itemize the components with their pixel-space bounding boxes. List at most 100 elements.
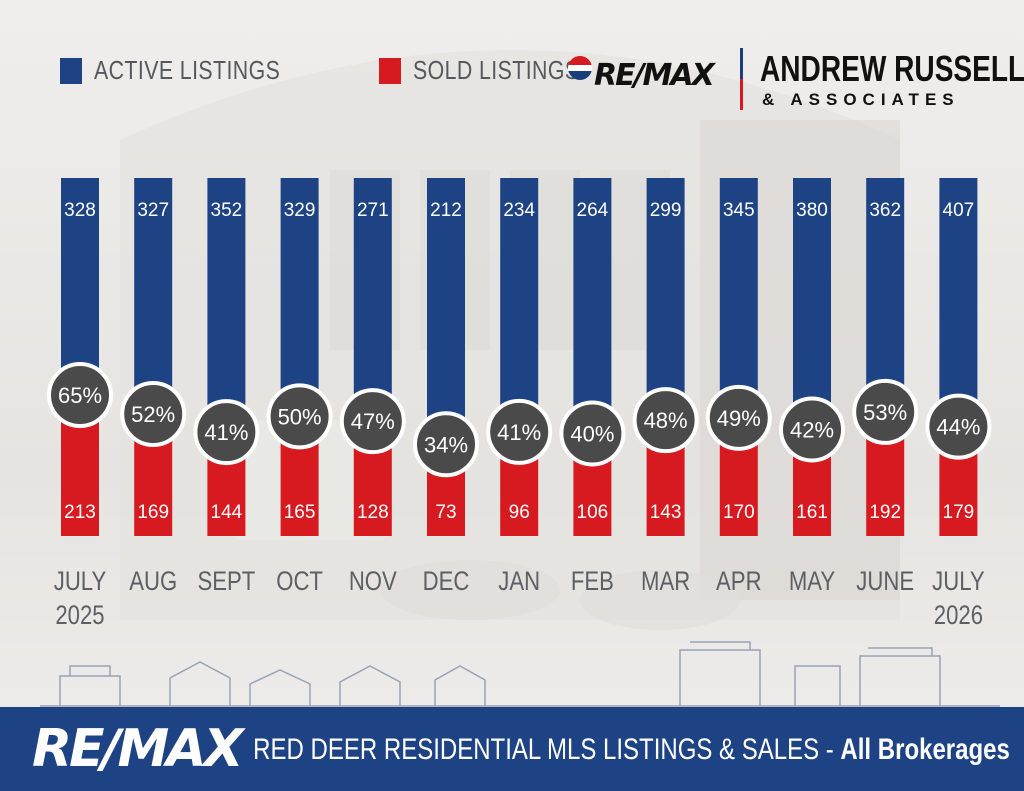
legend-swatch-active [60,57,82,84]
active-value-label: 407 [943,200,975,221]
legend-label-sold: SOLD LISTINGS [413,55,580,85]
legend-swatch-sold [379,57,402,84]
ratio-label: 65% [58,383,102,408]
sold-value-label: 128 [357,502,389,523]
active-value-label: 264 [577,200,609,221]
listings-chart: 328 213 65% JULY 2025 327 169 52% AUG 352 144 41% SE… [47,178,992,631]
ratio-circle [852,378,919,445]
ratio-circle [486,398,553,465]
ratio-label: 41% [204,420,248,445]
ratio-circle [705,384,772,451]
month-label: JUNE [856,567,914,597]
bar-active [61,178,99,396]
bar-active [646,178,685,421]
active-value-label: 362 [869,200,901,221]
sold-value-label: 144 [211,502,243,523]
sold-value-label: 96 [509,502,530,523]
ratio-circle [925,393,992,460]
month-label: 2026 [934,601,983,631]
ratio-label: 49% [717,406,761,431]
ratio-circle [413,411,479,478]
bar-active [280,178,319,417]
sold-value-label: 161 [796,502,828,523]
active-value-label: 352 [211,200,243,221]
town-skyline-illustration [40,641,1000,707]
ratio-circle [632,387,699,454]
bar-active [500,178,539,432]
sold-value-label: 73 [435,502,456,523]
active-value-label: 327 [137,200,169,221]
active-value-label: 329 [284,200,316,221]
footer-title-main: RED DEER RESIDENTIAL MLS LISTINGS & SALE… [253,733,841,766]
bar-active [134,178,173,415]
legend: ACTIVE LISTINGS SOLD LISTINGS [60,55,616,86]
month-label: APR [716,567,761,597]
month-label: JULY [932,567,984,597]
ratio-label: 53% [863,400,907,425]
remax-balloon-icon [568,56,592,80]
sold-value-label: 106 [577,502,609,523]
active-value-label: 234 [503,200,535,221]
ratio-circle [266,383,333,450]
month-label: FEB [571,567,614,597]
month-label: 2025 [55,601,104,631]
sold-value-label: 169 [137,502,169,523]
remax-logo-small: RE/MAX [594,58,715,93]
ratio-circle [193,399,260,466]
footer-bar: RE/MAX RED DEER RESIDENTIAL MLS LISTINGS… [0,707,1024,791]
month-label: NOV [349,567,397,597]
ratio-circle [339,388,406,455]
ratio-label: 40% [570,421,614,446]
brand-divider [740,48,743,110]
active-value-label: 271 [357,200,389,221]
ratio-label: 34% [424,432,468,457]
ratio-label: 52% [131,402,175,427]
sold-value-label: 192 [869,502,901,523]
legend-item-active: ACTIVE LISTINGS [60,55,321,86]
ratio-label: 48% [644,408,688,433]
active-value-label: 212 [430,200,462,221]
bar-active [719,178,758,418]
month-label: MAY [789,567,835,597]
ratio-circle [779,396,845,463]
sold-value-label: 170 [723,502,755,523]
footer-title: RED DEER RESIDENTIAL MLS LISTINGS & SALE… [253,733,1010,767]
ratio-circle [47,362,113,429]
month-label: DEC [423,567,470,597]
ratio-label: 47% [351,409,395,434]
month-label: SEPT [198,567,256,597]
sold-value-label: 165 [284,502,316,523]
brand-name: ANDREW RUSSELL [760,48,1024,89]
brand-associates: & ASSOCIATES [762,90,960,109]
bar-active [866,178,905,412]
bar-active [207,178,246,433]
sold-value-label: 143 [650,502,682,523]
active-value-label: 345 [723,200,755,221]
ratio-label: 41% [497,420,541,445]
ratio-label: 44% [936,415,980,440]
sold-value-label: 179 [943,502,975,523]
month-label: JAN [498,567,540,597]
ratio-label: 42% [790,417,834,442]
month-label: AUG [129,567,177,597]
ratio-circle [120,381,187,448]
legend-item-sold: SOLD LISTINGS [379,55,616,86]
month-label: MAR [641,567,690,597]
month-label: OCT [276,567,323,597]
legend-label-active: ACTIVE LISTINGS [94,55,281,85]
active-value-label: 299 [650,200,682,221]
remax-logo-footer: RE/MAX [32,719,244,779]
bar-active [427,178,465,445]
footer-title-bold: All Brokerages [840,733,1010,766]
bar-active [939,178,978,427]
active-value-label: 328 [64,200,96,221]
sold-value-label: 213 [64,502,96,523]
month-label: JULY [54,567,106,597]
ratio-label: 50% [278,404,322,429]
bar-active [793,178,831,430]
bar-active [573,178,612,434]
ratio-circle [559,400,626,467]
active-value-label: 380 [796,200,828,221]
bar-active [353,178,392,422]
brand-header: RE/MAX ANDREW RUSSELL & ASSOCIATES [568,48,1024,112]
